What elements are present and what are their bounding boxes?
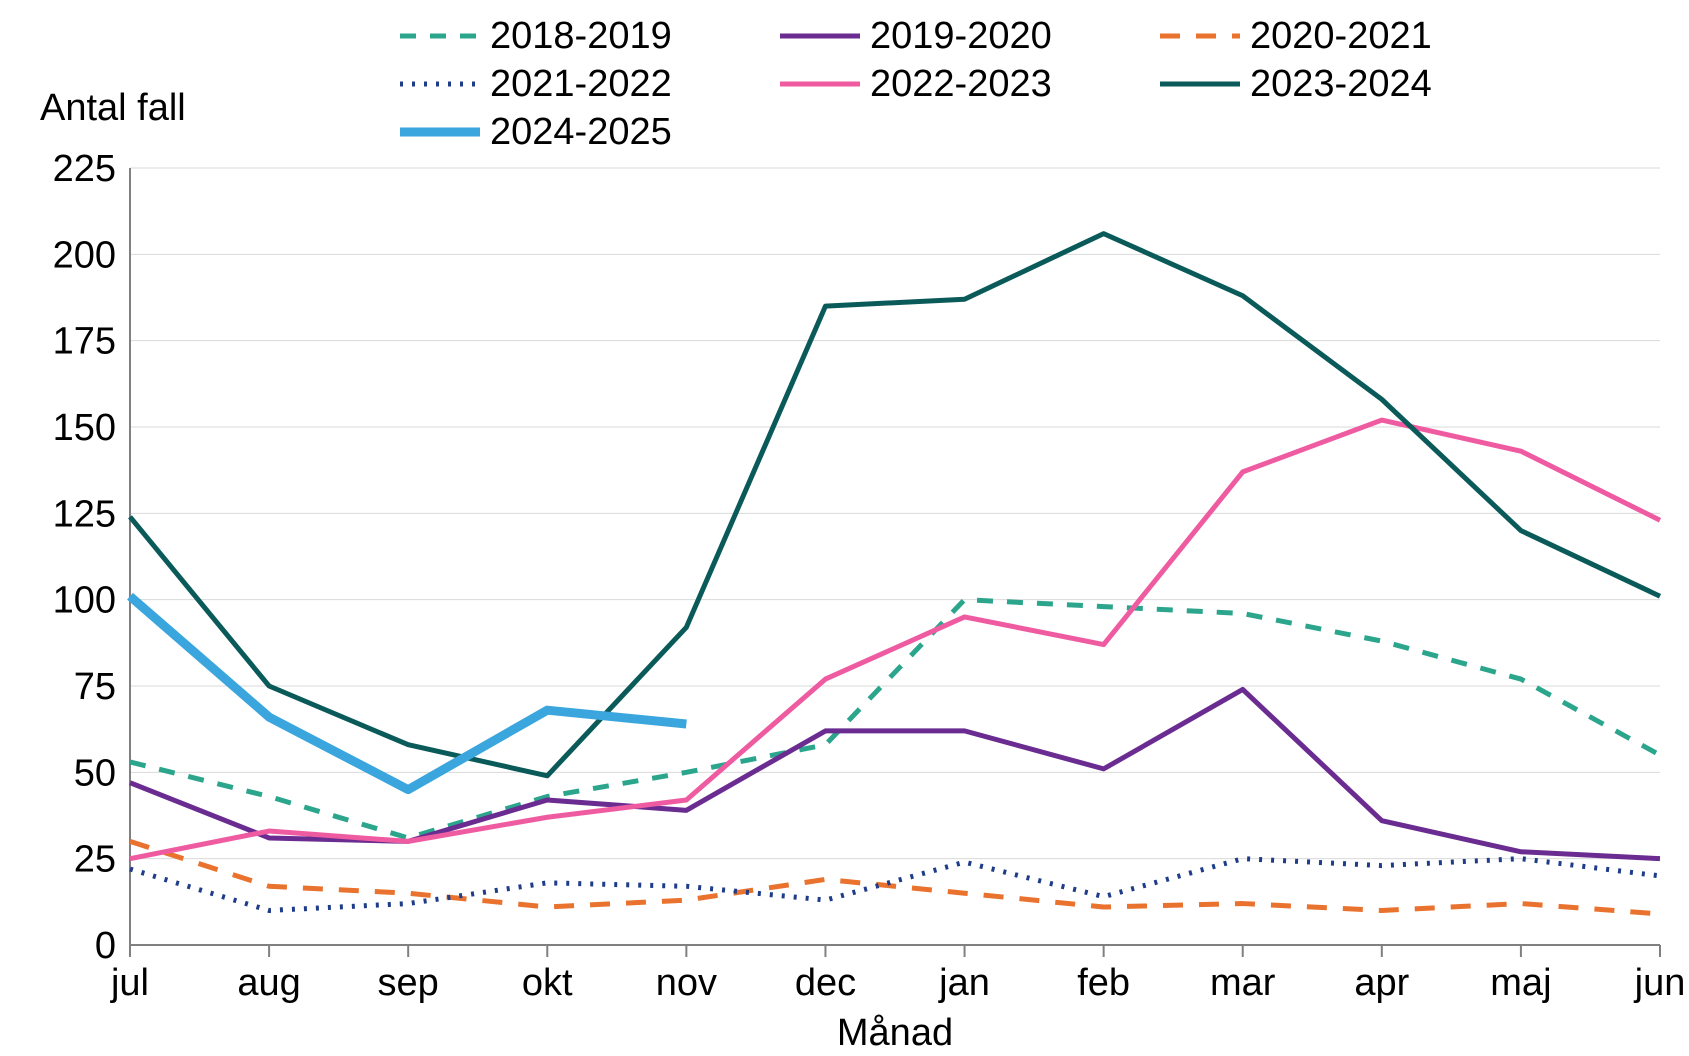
y-tick-label: 50: [74, 752, 116, 794]
legend-label: 2018-2019: [490, 15, 672, 57]
y-tick-label: 225: [53, 148, 116, 190]
y-tick-label: 100: [53, 580, 116, 622]
legend-label: 2020-2021: [1250, 15, 1432, 57]
y-tick-label: 0: [95, 925, 116, 967]
x-tick-label: jul: [110, 962, 149, 1004]
x-tick-label: sep: [378, 962, 439, 1004]
x-tick-label: okt: [522, 962, 573, 1004]
series-2019-2020: [130, 689, 1660, 858]
x-tick-label: mar: [1210, 962, 1276, 1004]
x-tick-label: jan: [938, 962, 990, 1004]
y-tick-label: 25: [74, 839, 116, 881]
x-tick-label: feb: [1077, 962, 1130, 1004]
y-tick-label: 125: [53, 493, 116, 535]
x-axis-title: Månad: [837, 1012, 953, 1054]
series-2018-2019: [130, 600, 1660, 838]
x-tick-label: maj: [1490, 962, 1551, 1004]
legend-label: 2024-2025: [490, 111, 672, 153]
series-2023-2024: [130, 234, 1660, 776]
y-tick-label: 150: [53, 407, 116, 449]
line-chart: 0 25 50 75 100 125 150 175 200 225 jul aug sep okt nov…: [0, 0, 1689, 1056]
series-2024-2025: [130, 596, 686, 789]
x-tick-label: apr: [1354, 962, 1409, 1004]
y-tick-label: 200: [53, 234, 116, 276]
y-tick-label: 175: [53, 321, 116, 363]
x-tick-label: dec: [795, 962, 856, 1004]
legend-label: 2022-2023: [870, 63, 1052, 105]
legend-label: 2023-2024: [1250, 63, 1432, 105]
x-tick-label: jun: [1634, 962, 1686, 1004]
series-2020-2021: [130, 841, 1660, 914]
x-tick-label: aug: [237, 962, 300, 1004]
y-axis-title: Antal fall: [40, 87, 186, 129]
series-2022-2023: [130, 420, 1660, 859]
y-tick-label: 75: [74, 666, 116, 708]
legend-label: 2021-2022: [490, 63, 672, 105]
legend-label: 2019-2020: [870, 15, 1052, 57]
x-tick-label: nov: [656, 962, 717, 1004]
